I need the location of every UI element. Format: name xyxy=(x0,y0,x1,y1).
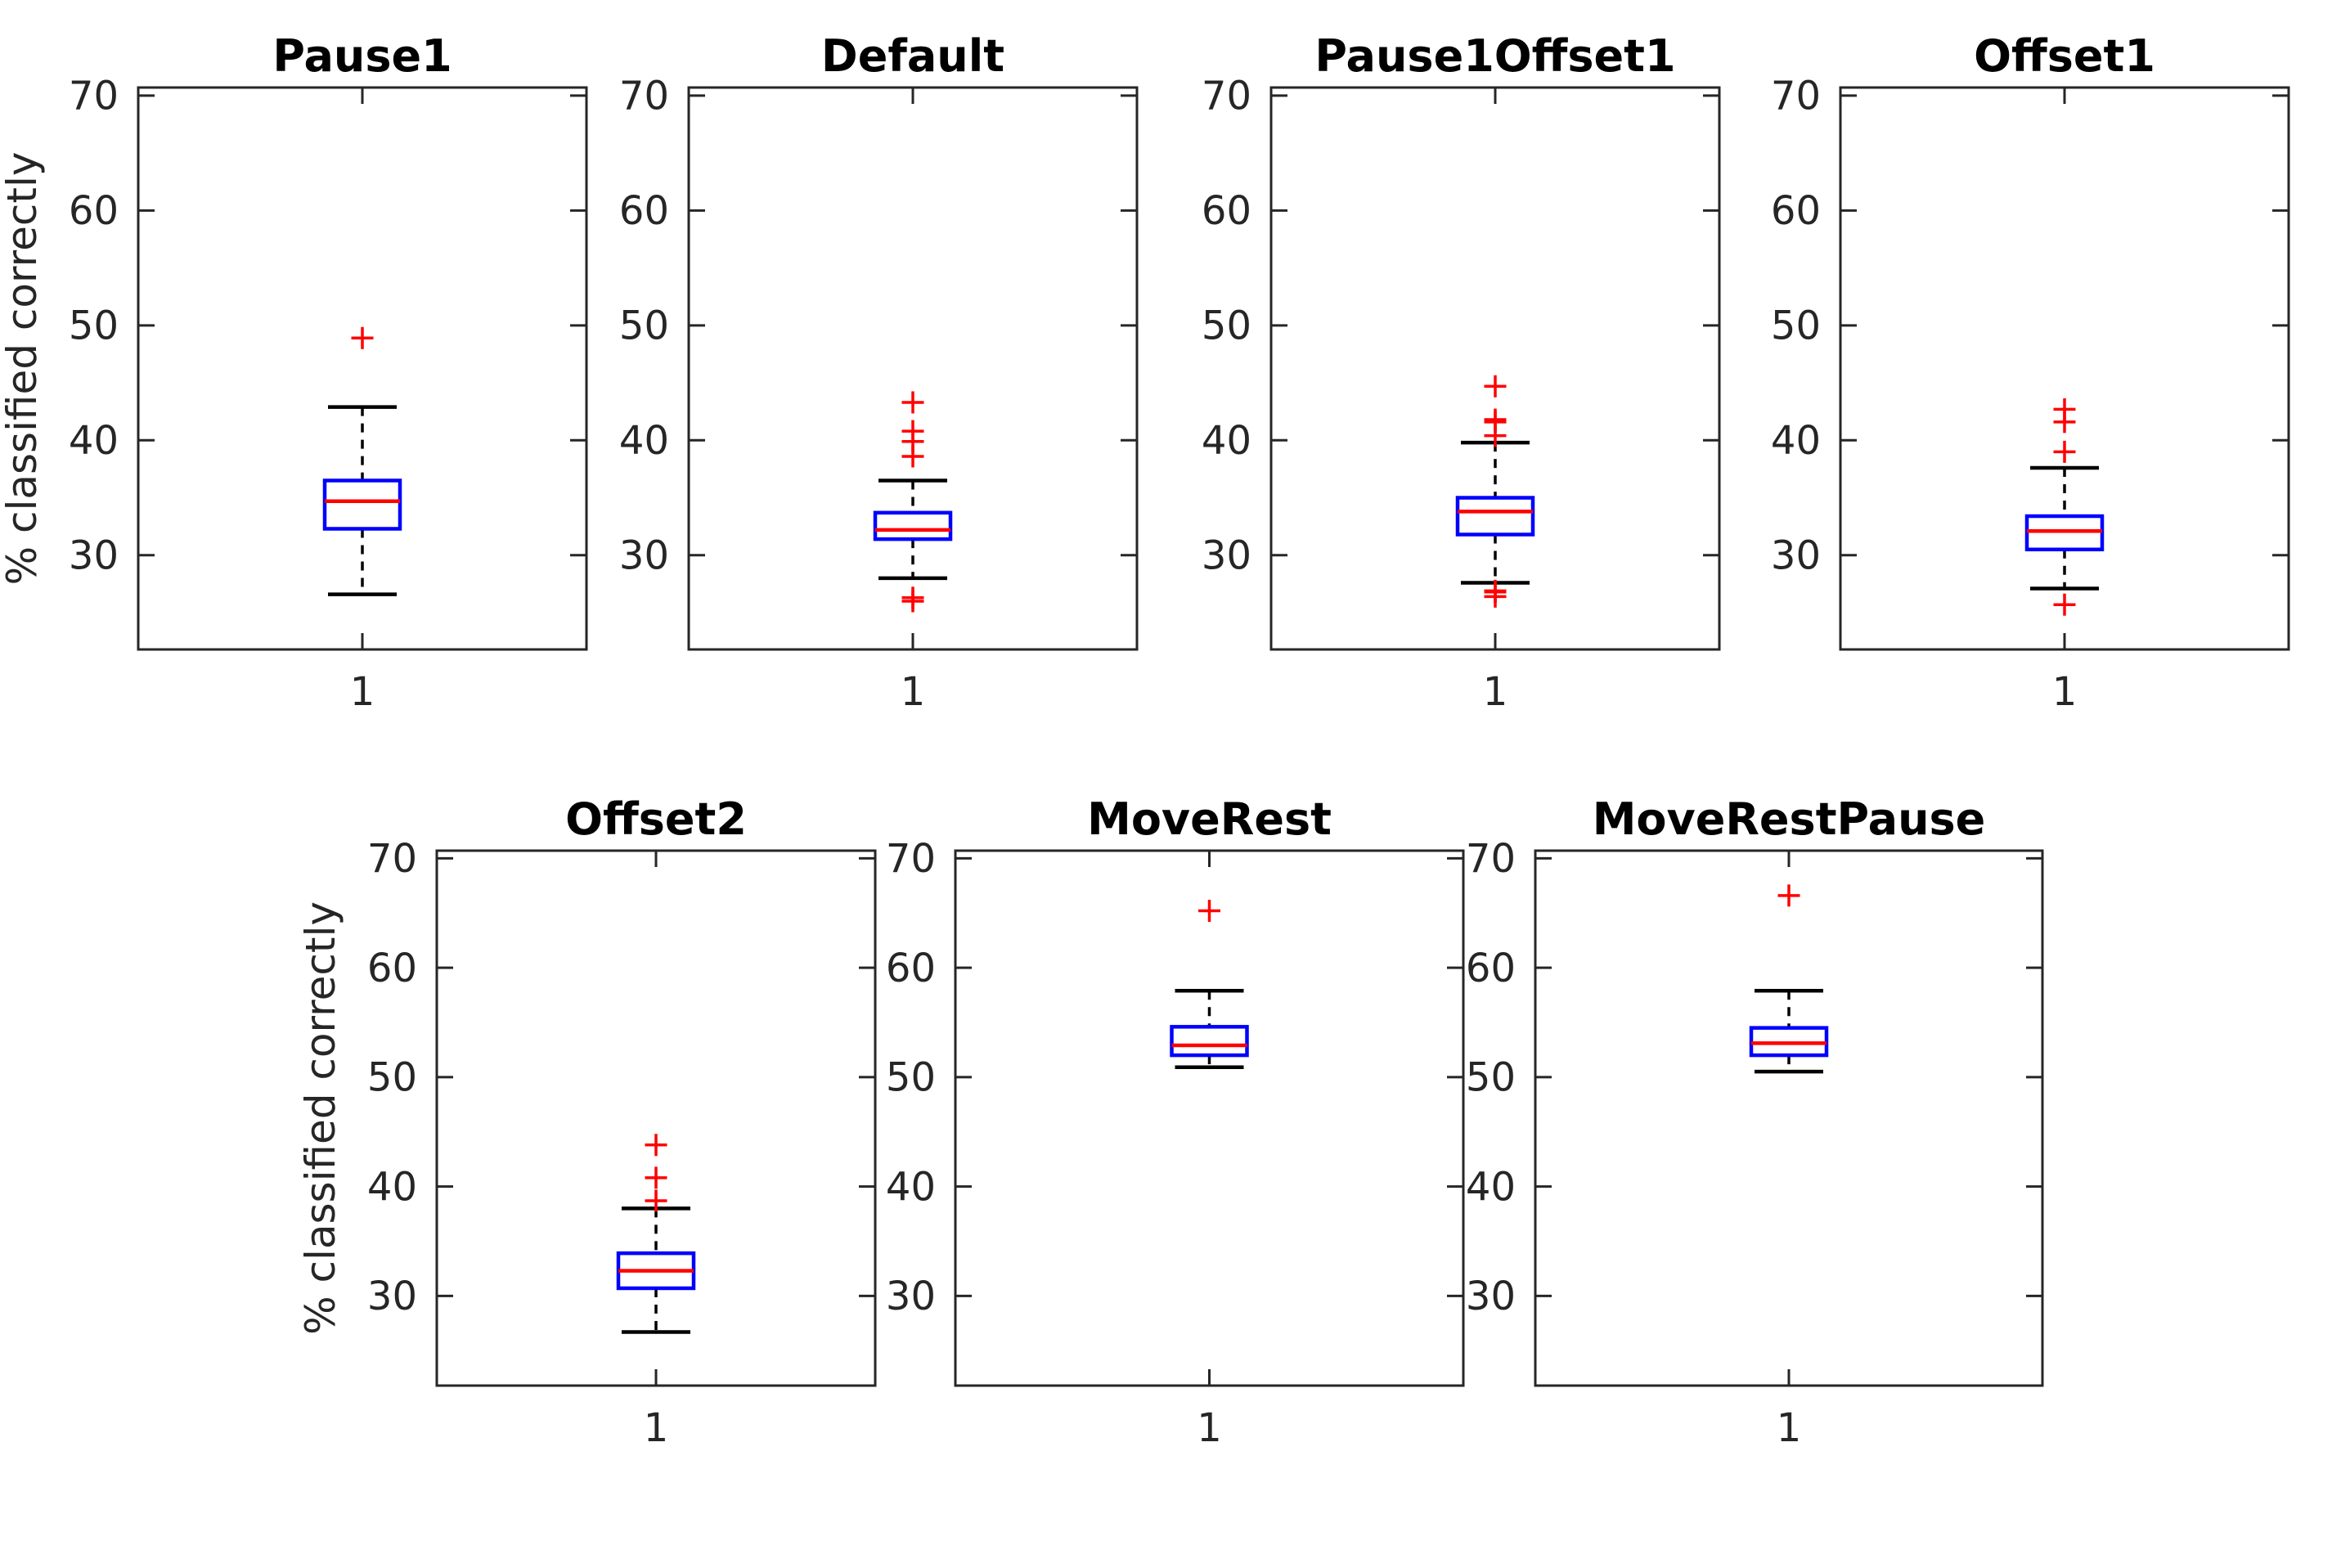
y-tick-label: 70 xyxy=(69,74,119,119)
x-tick-label: 1 xyxy=(350,669,375,715)
y-tick-label: 30 xyxy=(367,1274,417,1319)
iqr-box xyxy=(873,510,953,541)
y-tick-label: 60 xyxy=(1466,946,1516,991)
subplot-title: MoveRestPause xyxy=(1593,793,1986,845)
iqr-box xyxy=(1170,1025,1249,1058)
y-tick-label: 70 xyxy=(619,74,669,119)
y-tick-label: 60 xyxy=(1771,188,1821,234)
y-tick-label: 50 xyxy=(69,303,119,349)
axes-box xyxy=(954,849,1465,1387)
y-axis-label: % classified correctly xyxy=(297,901,344,1335)
subplot-title: Offset2 xyxy=(565,793,747,845)
x-tick-label: 1 xyxy=(2052,669,2078,715)
x-tick-label: 1 xyxy=(644,1405,669,1451)
x-tick-label: 1 xyxy=(1483,669,1508,715)
y-tick-label: 70 xyxy=(367,836,417,882)
iqr-box xyxy=(322,478,402,531)
subplot-title: Offset1 xyxy=(1974,30,2155,82)
subplot-title: Pause1 xyxy=(272,30,452,82)
y-tick-label: 50 xyxy=(1771,303,1821,349)
y-tick-label: 30 xyxy=(1202,533,1251,579)
y-tick-label: 70 xyxy=(1771,74,1821,119)
x-tick-label: 1 xyxy=(1197,1405,1222,1451)
y-tick-label: 40 xyxy=(69,418,119,464)
axes-box xyxy=(687,86,1139,651)
y-tick-label: 60 xyxy=(367,946,417,991)
y-tick-label: 50 xyxy=(367,1055,417,1101)
y-tick-label: 40 xyxy=(886,1164,936,1210)
y-tick-label: 50 xyxy=(1466,1055,1516,1101)
axes-box xyxy=(1534,849,2044,1387)
iqr-box xyxy=(1455,496,1535,537)
y-tick-label: 30 xyxy=(619,533,669,579)
subplot-title: Pause1Offset1 xyxy=(1314,30,1675,82)
y-tick-label: 30 xyxy=(1771,533,1821,579)
y-tick-label: 60 xyxy=(619,188,669,234)
y-tick-label: 30 xyxy=(886,1274,936,1319)
y-tick-label: 50 xyxy=(619,303,669,349)
y-tick-label: 60 xyxy=(1202,188,1251,234)
y-tick-label: 50 xyxy=(886,1055,936,1101)
y-tick-label: 70 xyxy=(1466,836,1516,882)
y-tick-label: 40 xyxy=(1771,418,1821,464)
x-tick-label: 1 xyxy=(1777,1405,1802,1451)
y-tick-label: 40 xyxy=(1466,1164,1516,1210)
y-axis-label: % classified correctly xyxy=(0,152,46,586)
y-tick-label: 40 xyxy=(1202,418,1251,464)
y-tick-label: 30 xyxy=(69,533,119,579)
y-tick-label: 60 xyxy=(886,946,936,991)
subplot-title: Default xyxy=(821,30,1004,82)
y-tick-label: 40 xyxy=(367,1164,417,1210)
y-tick-label: 70 xyxy=(886,836,936,882)
subplot-title: MoveRest xyxy=(1087,793,1332,845)
y-tick-label: 60 xyxy=(69,188,119,234)
axes-box xyxy=(1269,86,1721,651)
y-tick-label: 70 xyxy=(1202,74,1251,119)
axes-box xyxy=(1839,86,2290,651)
x-tick-label: 1 xyxy=(901,669,926,715)
y-tick-label: 30 xyxy=(1466,1274,1516,1319)
y-tick-label: 40 xyxy=(619,418,669,464)
y-tick-label: 50 xyxy=(1202,303,1251,349)
